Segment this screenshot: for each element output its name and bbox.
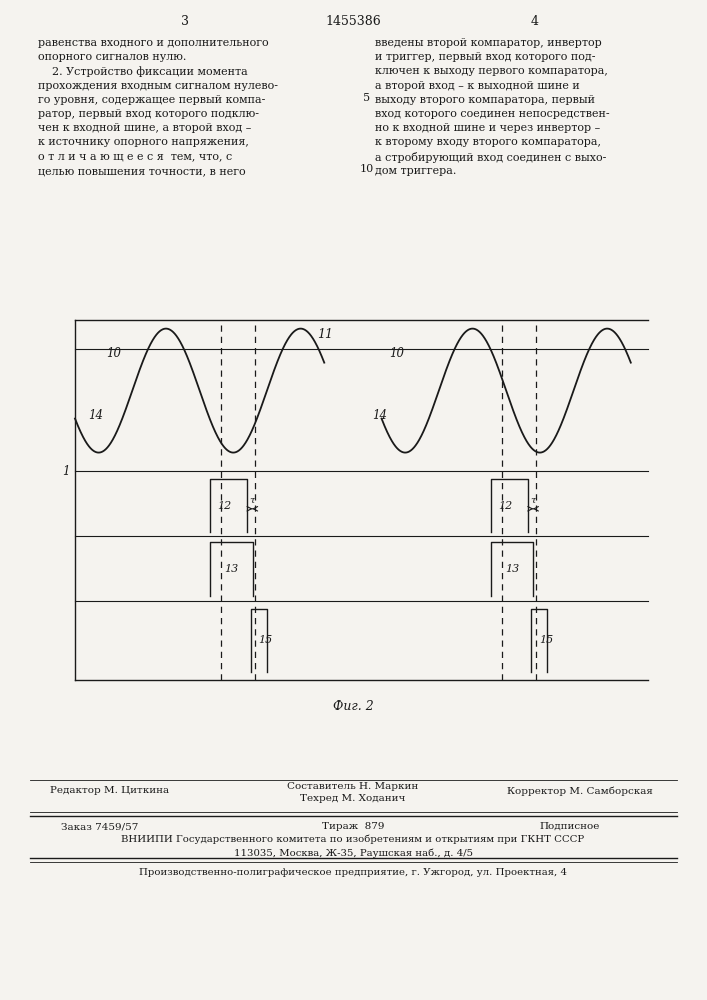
Text: дом триггера.: дом триггера.	[375, 166, 457, 176]
Text: ВНИИПИ Государственного комитета по изобретениям и открытиям при ГКНТ СССР: ВНИИПИ Государственного комитета по изоб…	[122, 835, 585, 844]
Text: 11: 11	[317, 328, 333, 341]
Text: Фиг. 2: Фиг. 2	[332, 700, 373, 713]
Text: 10: 10	[360, 164, 374, 174]
Text: 12: 12	[498, 501, 513, 511]
Text: выходу второго компаратора, первый: выходу второго компаратора, первый	[375, 95, 595, 105]
Text: 2. Устройство фиксации момента: 2. Устройство фиксации момента	[38, 66, 247, 77]
Text: Корректор М. Самборская: Корректор М. Самборская	[507, 786, 653, 796]
Text: го уровня, содержащее первый компа-: го уровня, содержащее первый компа-	[38, 95, 265, 105]
Text: Составитель Н. Маркин: Составитель Н. Маркин	[287, 782, 419, 791]
Text: Производственно-полиграфическое предприятие, г. Ужгород, ул. Проектная, 4: Производственно-полиграфическое предприя…	[139, 868, 567, 877]
Text: Редактор М. Циткина: Редактор М. Циткина	[50, 786, 170, 795]
Text: 113035, Москва, Ж-35, Раушская наб., д. 4/5: 113035, Москва, Ж-35, Раушская наб., д. …	[233, 848, 472, 857]
Text: Подписное: Подписное	[540, 822, 600, 831]
Text: 15: 15	[259, 635, 273, 645]
Text: введены второй компаратор, инвертор: введены второй компаратор, инвертор	[375, 38, 602, 48]
Text: о т л и ч а ю щ е е с я  тем, что, с: о т л и ч а ю щ е е с я тем, что, с	[38, 152, 233, 162]
Text: 10: 10	[106, 347, 121, 360]
Text: но к входной шине и через инвертор –: но к входной шине и через инвертор –	[375, 123, 600, 133]
Text: τ: τ	[250, 496, 255, 505]
Text: прохождения входным сигналом нулево-: прохождения входным сигналом нулево-	[38, 81, 278, 91]
Text: 13: 13	[505, 564, 519, 574]
Text: 13: 13	[224, 564, 238, 574]
Text: Техред М. Ходанич: Техред М. Ходанич	[300, 794, 406, 803]
Text: а стробирующий вход соединен с выхо-: а стробирующий вход соединен с выхо-	[375, 152, 607, 163]
Text: и триггер, первый вход которого под-: и триггер, первый вход которого под-	[375, 52, 595, 62]
Text: 10: 10	[390, 347, 404, 360]
Text: 14: 14	[373, 409, 387, 422]
Text: ратор, первый вход которого подклю-: ратор, первый вход которого подклю-	[38, 109, 259, 119]
Text: 1455386: 1455386	[325, 15, 381, 28]
Text: ключен к выходу первого компаратора,: ключен к выходу первого компаратора,	[375, 66, 608, 76]
Text: вход которого соединен непосредствен-: вход которого соединен непосредствен-	[375, 109, 609, 119]
Text: целью повышения точности, в него: целью повышения точности, в него	[38, 166, 245, 176]
Text: 1: 1	[62, 465, 70, 478]
Text: чен к входной шине, а второй вход –: чен к входной шине, а второй вход –	[38, 123, 252, 133]
Text: 12: 12	[217, 501, 232, 511]
Text: 4: 4	[531, 15, 539, 28]
Text: 15: 15	[539, 635, 554, 645]
Text: 14: 14	[88, 409, 104, 422]
Text: равенства входного и дополнительного: равенства входного и дополнительного	[38, 38, 269, 48]
Text: к источнику опорного напряжения,: к источнику опорного напряжения,	[38, 137, 249, 147]
Text: 5: 5	[363, 93, 370, 103]
Text: Тираж  879: Тираж 879	[322, 822, 384, 831]
Text: а второй вход – к выходной шине и: а второй вход – к выходной шине и	[375, 81, 580, 91]
Text: τ: τ	[530, 496, 536, 505]
Text: Заказ 7459/57: Заказ 7459/57	[62, 822, 139, 831]
Text: к второму входу второго компаратора,: к второму входу второго компаратора,	[375, 137, 601, 147]
Text: опорного сигналов нулю.: опорного сигналов нулю.	[38, 52, 187, 62]
Text: 3: 3	[181, 15, 189, 28]
